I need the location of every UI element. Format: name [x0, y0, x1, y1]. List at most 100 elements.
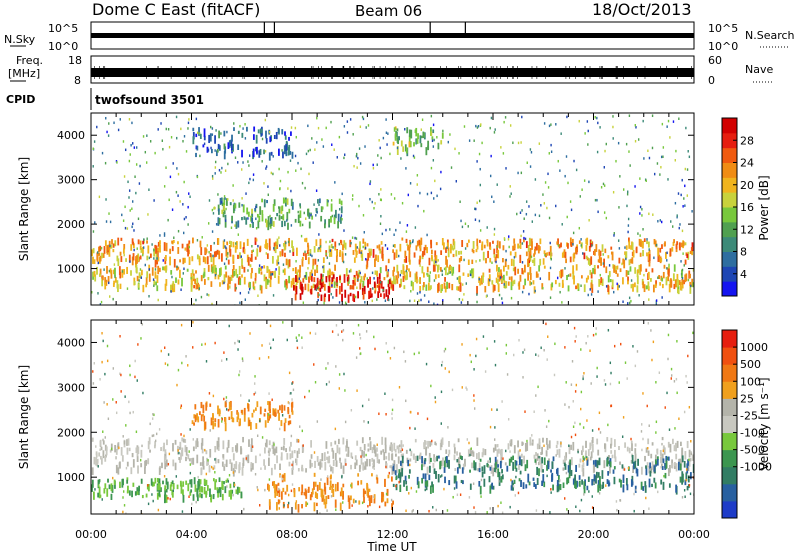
velocity-cell: [664, 406, 666, 409]
velocity-cell: [342, 465, 345, 474]
velocity-cell: [604, 383, 607, 386]
power-cell: [338, 301, 341, 304]
velocity-cell: [340, 462, 343, 469]
power-cell: [522, 230, 525, 233]
power-cell: [657, 219, 659, 223]
power-cell: [191, 256, 194, 262]
velocity-cell: [632, 345, 634, 348]
power-cell: [283, 244, 286, 251]
power-cell: [455, 179, 457, 183]
power-cell: [238, 276, 241, 280]
velocity-cell: [122, 490, 125, 493]
velocity-cell: [321, 495, 324, 502]
velocity-cell: [689, 472, 692, 480]
power-cell: [412, 154, 415, 158]
power-cell: [187, 243, 190, 249]
velocity-cell: [501, 511, 504, 514]
power-cell: [532, 259, 534, 264]
velocity-cell: [291, 463, 293, 467]
power-cell: [689, 273, 691, 279]
power-cell: [154, 244, 157, 249]
power-cell: [452, 266, 455, 274]
velocity-cell: [461, 343, 463, 346]
velocity-cell: [515, 475, 517, 479]
velocity-cell: [191, 502, 193, 506]
velocity-cell: [178, 451, 180, 455]
power-cell: [188, 192, 190, 195]
velocity-cell: [132, 459, 135, 468]
power-cell: [242, 204, 245, 213]
velocity-cell: [675, 484, 678, 493]
velocity-cell: [91, 484, 93, 492]
power-cell: [330, 243, 333, 249]
power-cell: [510, 296, 513, 300]
velocity-cell: [535, 452, 537, 456]
power-cell: [270, 151, 273, 156]
velocity-cell: [649, 462, 652, 470]
velocity-cell: [522, 482, 525, 490]
power-cell: [521, 261, 524, 264]
power-cell: [669, 248, 672, 257]
velocity-cell: [542, 469, 544, 473]
velocity-cell: [606, 459, 609, 467]
power-cell: [130, 270, 132, 276]
power-cell: [328, 251, 331, 257]
power-cell: [642, 249, 644, 257]
power-cell: [122, 219, 125, 222]
velocity-cell: [360, 456, 363, 465]
velocity-cell: [110, 483, 113, 492]
velocity-cell: [291, 450, 294, 459]
velocity-cell: [553, 373, 556, 377]
velocity-cell: [435, 443, 437, 446]
velocity-cell: [577, 450, 579, 454]
velocity-cell: [141, 494, 144, 499]
velocity-cell: [674, 444, 677, 449]
velocity-cell: [237, 339, 239, 343]
velocity-cell: [567, 465, 570, 473]
velocity-cell: [96, 462, 99, 467]
velocity-cell: [189, 428, 191, 431]
power-cell: [146, 237, 148, 240]
power-cell: [377, 154, 379, 157]
power-cell: [565, 258, 567, 264]
velocity-cell: [404, 360, 407, 363]
power-cell: [489, 246, 492, 250]
velocity-cell: [128, 447, 131, 452]
velocity-cell: [566, 477, 568, 485]
power-cell: [246, 207, 249, 215]
power-cell: [126, 266, 129, 274]
power-cell: [267, 216, 270, 225]
velocity-cell: [289, 420, 292, 425]
power-cell: [269, 136, 272, 143]
power-cell: [416, 183, 418, 186]
power-cell: [225, 247, 228, 257]
power-cell: [639, 205, 642, 209]
velocity-cell: [163, 474, 166, 478]
power-cell: [349, 239, 352, 248]
power-cell: [538, 214, 541, 218]
power-cell: [570, 241, 573, 248]
velocity-cell: [492, 447, 495, 453]
velocity-cell: [97, 479, 100, 489]
velocity-colorbar-tick-label: -100: [740, 427, 765, 440]
velocity-cell: [424, 481, 427, 487]
power-cell: [343, 156, 345, 160]
power-cell: [422, 281, 425, 288]
velocity-colorbar-frame: [721, 329, 738, 519]
power-cell: [433, 302, 435, 305]
velocity-cell: [158, 490, 161, 497]
power-cell: [224, 197, 226, 200]
velocity-cell: [491, 482, 494, 490]
velocity-cell: [586, 459, 589, 466]
power-cell: [317, 199, 319, 204]
power-ytick-label: 2000: [57, 218, 85, 231]
power-cell: [432, 145, 435, 148]
velocity-cell: [486, 347, 488, 350]
velocity-cell: [458, 463, 461, 469]
power-cell: [498, 293, 501, 297]
power-cell: [451, 272, 454, 276]
power-cell: [458, 264, 461, 273]
power-cell: [250, 253, 253, 262]
velocity-cell: [576, 480, 578, 488]
power-cell: [392, 284, 395, 291]
